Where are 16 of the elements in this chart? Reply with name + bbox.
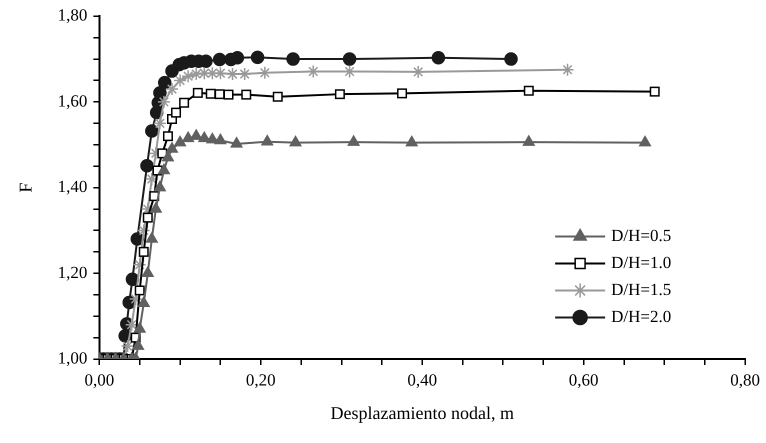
x-tick-label: 0,60 bbox=[568, 370, 599, 390]
x-tick-label: 0,00 bbox=[84, 370, 114, 390]
legend-label: D/H=0.5 bbox=[611, 226, 672, 245]
x-tick-label: 0,20 bbox=[246, 370, 276, 390]
y-tick-label: 1,60 bbox=[58, 91, 88, 110]
legend-label: D/H=1.0 bbox=[611, 252, 672, 272]
y-tick-label: 1,00 bbox=[58, 348, 88, 368]
y-tick-label: 1,40 bbox=[58, 177, 88, 196]
x-tick-label: 0,80 bbox=[730, 370, 760, 390]
x-axis-title: Desplazamiento nodal, m bbox=[330, 402, 514, 423]
x-tick-label: 0,40 bbox=[407, 370, 438, 390]
y-axis-title: F bbox=[16, 182, 36, 193]
y-tick-label: 1,80 bbox=[58, 6, 88, 25]
legend-label: D/H=2.0 bbox=[611, 306, 672, 326]
legend-label: D/H=1.5 bbox=[611, 280, 672, 299]
y-tick-label: 1,20 bbox=[58, 262, 88, 282]
